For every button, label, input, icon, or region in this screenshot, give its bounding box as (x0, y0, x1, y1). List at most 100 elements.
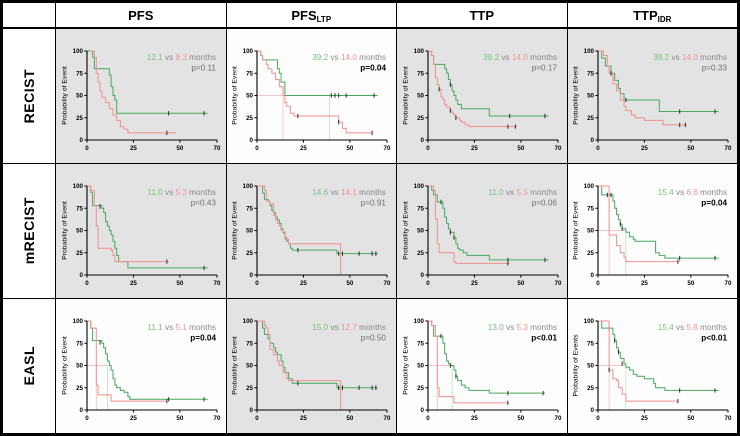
km-plot-mrecist-ttp_idr: 0 25 50 75 100 0 25 50 70 Probability of Event 15.… (573, 183, 732, 287)
y-tick-label: 25 (587, 250, 594, 257)
x-tick-label: 70 (554, 145, 561, 152)
y-tick-label: 75 (417, 70, 424, 77)
km-cell-easl-pfs-ltp: 0 25 50 75 100 0 25 50 70 Probability of Event 15.… (225, 298, 396, 433)
y-tick-label: 25 (76, 250, 83, 257)
y-tick-label: 75 (587, 340, 594, 347)
p-value-text: p=0.04 (190, 334, 216, 343)
column-header-subscript: IDR (657, 15, 672, 24)
p-value-text: p=0.04 (702, 199, 728, 208)
p-value-text: p=0.33 (702, 64, 728, 73)
x-tick-label: 70 (554, 415, 561, 422)
y-tick-label: 50 (587, 363, 594, 370)
km-curve-red (427, 185, 510, 264)
km-cell-easl-ttp: 0 25 50 75 100 0 25 50 70 Probability of Event 13.… (396, 298, 567, 433)
y-tick-label: 25 (417, 250, 424, 257)
x-tick-label: 50 (517, 415, 524, 422)
x-tick-label: 70 (213, 415, 220, 422)
km-curve-red (257, 50, 373, 134)
x-tick-label: 0 (597, 415, 601, 422)
km-cell-recist-ttp: 0 25 50 75 100 0 25 50 70 Probability of Event 39.… (396, 28, 567, 163)
y-tick-label: 100 (72, 183, 83, 190)
y-tick-label: 75 (587, 70, 594, 77)
km-plot-recist-ttp: 0 25 50 75 100 0 25 50 70 Probability of Event 39.… (402, 48, 561, 152)
y-tick-label: 25 (76, 115, 83, 122)
p-value-text: p=0.17 (531, 64, 557, 73)
km-plot-mrecist-pfs_ltp: 0 25 50 75 100 0 25 50 70 Probability of Event 14.… (232, 183, 391, 287)
y-tick-label: 75 (76, 205, 83, 212)
y-tick-label: 100 (584, 318, 595, 325)
y-tick-label: 50 (76, 93, 83, 100)
x-tick-label: 0 (426, 145, 430, 152)
x-tick-label: 25 (641, 280, 648, 287)
y-axis-label: Probability of Event (232, 201, 239, 260)
x-tick-label: 25 (130, 280, 137, 287)
x-tick-label: 70 (554, 280, 561, 287)
y-tick-label: 25 (587, 385, 594, 392)
y-axis-label: Probability of Event (61, 336, 68, 395)
x-tick-label: 25 (130, 145, 137, 152)
y-tick-label: 50 (417, 93, 424, 100)
km-plot-easl-pfs: 0 25 50 75 100 0 25 50 70 Probability of Event 11.… (61, 318, 220, 422)
median-comparison-text: 39.2 vs 14.0 months (313, 53, 387, 62)
km-curve-red (427, 320, 508, 404)
column-header-label: PFS (291, 7, 317, 23)
y-tick-label: 50 (587, 93, 594, 100)
column-header-subscript: LTP (316, 15, 332, 24)
km-cell-easl-pfs: 0 25 50 75 100 0 25 50 70 Probability of Event 11.… (55, 298, 226, 433)
y-tick-label: 25 (417, 115, 424, 122)
y-tick-label: 0 (591, 272, 595, 279)
y-tick-label: 75 (76, 340, 83, 347)
x-tick-label: 25 (130, 415, 137, 422)
x-tick-label: 50 (517, 145, 524, 152)
km-curve-green (598, 185, 719, 259)
y-tick-label: 0 (79, 272, 83, 279)
corner-cell (3, 3, 55, 28)
y-tick-label: 100 (243, 318, 254, 325)
x-tick-label: 0 (597, 280, 601, 287)
median-comparison-text: 14.6 vs 14.1 months (313, 188, 387, 197)
y-axis-label: Probability of Event (402, 66, 409, 125)
x-tick-label: 25 (641, 415, 648, 422)
column-header-label: TTP (633, 7, 658, 23)
y-tick-label: 75 (246, 340, 253, 347)
y-tick-label: 25 (246, 385, 253, 392)
y-axis-label: Probability of Event (232, 66, 239, 125)
x-tick-label: 70 (725, 145, 732, 152)
median-comparison-text: 12.1 vs 8.3 months (147, 53, 216, 62)
km-cell-recist-pfs-ltp: 0 25 50 75 100 0 25 50 70 Probability of Event 39.… (225, 28, 396, 163)
km-cell-recist-pfs: 0 25 50 75 100 0 25 50 70 Probability of Event 12.… (55, 28, 226, 163)
y-axis-label: Probability of Events (573, 334, 580, 397)
x-tick-label: 0 (597, 145, 601, 152)
y-tick-label: 0 (250, 137, 254, 144)
x-tick-label: 50 (176, 415, 183, 422)
x-tick-label: 25 (471, 415, 478, 422)
km-curve-green (427, 50, 549, 117)
y-tick-label: 50 (246, 93, 253, 100)
y-tick-label: 100 (584, 183, 595, 190)
km-curve-red (86, 320, 167, 402)
y-tick-label: 50 (417, 228, 424, 235)
x-tick-label: 0 (426, 415, 430, 422)
y-axis-label: Probability of Event (61, 66, 68, 125)
y-tick-label: 100 (243, 48, 254, 55)
km-plot-easl-pfs_ltp: 0 25 50 75 100 0 25 50 70 Probability of Event 15.… (232, 318, 391, 422)
x-tick-label: 50 (517, 280, 524, 287)
y-tick-label: 25 (246, 115, 253, 122)
x-tick-label: 0 (85, 280, 89, 287)
y-tick-label: 0 (420, 272, 424, 279)
km-curve-red (427, 50, 517, 128)
x-tick-label: 25 (300, 415, 307, 422)
x-tick-label: 70 (213, 280, 220, 287)
median-comparison-text: 39.2 vs 14.0 months (483, 53, 557, 62)
median-comparison-text: 15.0 vs 12.7 months (313, 323, 387, 332)
x-tick-label: 25 (471, 280, 478, 287)
x-tick-label: 70 (213, 145, 220, 152)
y-tick-label: 25 (417, 385, 424, 392)
km-curve-red (598, 50, 688, 126)
median-comparison-text: 11.1 vs 5.1 months (147, 323, 216, 332)
row-label-easl: EASL (3, 298, 55, 433)
x-tick-label: 0 (85, 415, 89, 422)
y-tick-label: 0 (420, 407, 424, 414)
column-header-pfs-ltp: PFS LTP (225, 3, 396, 28)
